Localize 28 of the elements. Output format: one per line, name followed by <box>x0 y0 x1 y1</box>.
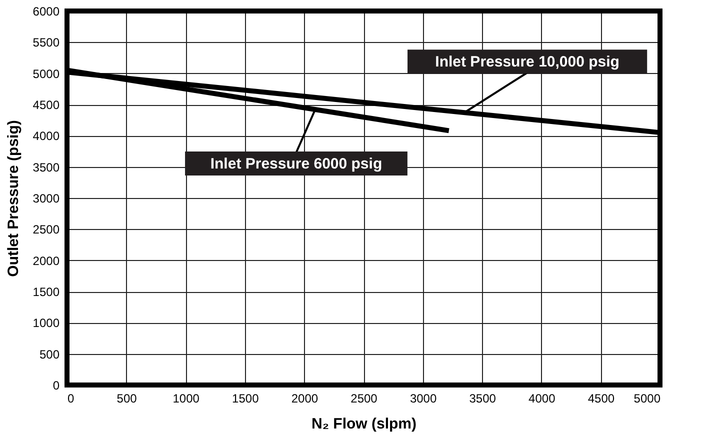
y-tick-label: 6000 <box>32 4 60 18</box>
x-tick-label: 4500 <box>588 392 615 406</box>
x-tick-label: 0 <box>68 392 74 406</box>
x-tick-label: 4000 <box>528 392 556 406</box>
text: Inlet Pressure 6000 psig <box>210 156 382 173</box>
x-tick-label: 2000 <box>291 392 318 406</box>
x-tick-label: 5000 <box>634 392 661 406</box>
x-tick-label: 3500 <box>469 392 496 406</box>
y-tick-label: 1500 <box>32 285 60 299</box>
x-tick-label: 2500 <box>350 392 378 406</box>
y-tick-label: 2500 <box>32 222 60 237</box>
y-tick-label: 4000 <box>32 129 60 144</box>
text: Inlet Pressure 10,000 psig <box>435 54 620 71</box>
y-tick-label: 1000 <box>32 316 60 330</box>
y-tick-label: 3500 <box>32 160 60 174</box>
y-tick-label: 5500 <box>32 36 60 50</box>
y-tick-label: 2000 <box>32 254 60 268</box>
y-axis-title: Outlet Pressure (psig) <box>4 120 22 277</box>
x-tick-label: 3000 <box>410 392 437 406</box>
x-tick-label: 1500 <box>232 392 260 406</box>
y-tick-label: 500 <box>39 347 60 362</box>
x-tick-label: 500 <box>116 392 138 406</box>
y-tick-label: 3000 <box>32 192 60 206</box>
x-axis-title: N₂ Flow (slpm) <box>312 416 416 432</box>
y-tick-label: 4500 <box>32 98 60 112</box>
x-tick-label: 1000 <box>172 392 200 406</box>
y-tick-label: 5000 <box>32 66 60 81</box>
y-tick-label: 0 <box>52 378 60 392</box>
